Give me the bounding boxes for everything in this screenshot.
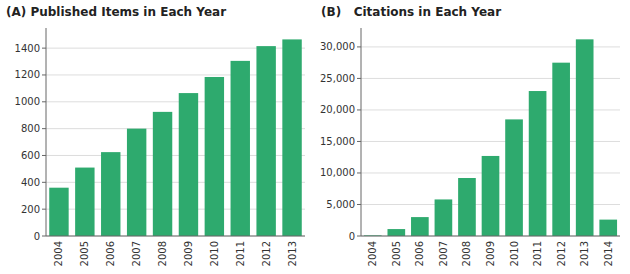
tick-mark xyxy=(357,236,361,237)
tick-mark xyxy=(357,172,361,173)
bar xyxy=(599,220,617,236)
category-label: 2012 xyxy=(261,241,272,266)
bar xyxy=(435,199,453,236)
tick-mark xyxy=(357,46,361,47)
tick-label: 0 xyxy=(349,231,355,242)
tick-mark xyxy=(357,78,361,79)
bar xyxy=(282,39,301,236)
bar xyxy=(411,217,429,236)
x-axis-line xyxy=(361,236,620,237)
tick-label: 400 xyxy=(21,177,40,188)
bar xyxy=(529,91,547,236)
grid-line xyxy=(361,236,620,237)
tick-mark xyxy=(42,101,46,102)
bar xyxy=(49,188,68,236)
panel: (B) Citations in Each Year 0 5,000 10,000 15… xyxy=(320,5,620,266)
tick-mark xyxy=(42,155,46,156)
category-label: 2009 xyxy=(485,241,496,266)
bar xyxy=(75,168,94,236)
panel: (A) Published Items in Each Year 0 200 400 6… xyxy=(6,5,305,266)
category-label: 2010 xyxy=(209,241,220,266)
category-label: 2010 xyxy=(509,241,520,266)
category-label: 2012 xyxy=(556,241,567,266)
tick-label: 1000 xyxy=(15,96,40,107)
bar xyxy=(458,178,476,236)
bars xyxy=(49,39,302,236)
tick-label: 1400 xyxy=(15,43,40,54)
category-label: 2009 xyxy=(183,241,194,266)
grid-line xyxy=(46,236,305,237)
category-label: 2013 xyxy=(287,241,298,266)
tick-label: 10,000 xyxy=(320,167,355,178)
category-label: 2006 xyxy=(414,241,425,266)
category-label: 2004 xyxy=(367,241,378,266)
bar xyxy=(101,152,120,236)
x-axis-line xyxy=(46,236,305,237)
tick-mark xyxy=(42,74,46,75)
tick-mark xyxy=(357,141,361,142)
category-label: 2005 xyxy=(79,241,90,266)
tick-label: 5,000 xyxy=(326,199,355,210)
y-axis-line xyxy=(361,28,362,236)
bar xyxy=(576,39,594,236)
tick-mark xyxy=(357,109,361,110)
bar xyxy=(127,129,146,236)
figure: (A) Published Items in Each Year 0 200 400 6… xyxy=(0,0,630,274)
tick-label: 1200 xyxy=(15,69,40,80)
tick-label: 800 xyxy=(21,123,40,134)
category-label: 2008 xyxy=(157,241,168,266)
bar xyxy=(179,93,198,236)
bar xyxy=(205,77,224,236)
category-label: 2007 xyxy=(131,241,142,266)
tick-label: 15,000 xyxy=(320,136,355,147)
bar xyxy=(505,119,523,236)
y-axis-line xyxy=(46,28,47,236)
bar xyxy=(256,46,275,236)
bar xyxy=(153,112,172,236)
category-label: 2013 xyxy=(579,241,590,266)
title: (A) Published Items in Each Year xyxy=(6,5,226,19)
tick-mark xyxy=(42,236,46,237)
tick-label: 200 xyxy=(21,204,40,215)
tick-label: 600 xyxy=(21,150,40,161)
title: (B) Citations in Each Year xyxy=(321,5,501,19)
tick-mark xyxy=(357,204,361,205)
category-label: 2011 xyxy=(532,241,543,266)
tick-mark xyxy=(42,182,46,183)
category-label: 2011 xyxy=(235,241,246,266)
category-label: 2014 xyxy=(603,241,614,266)
tick-label: 25,000 xyxy=(320,73,355,84)
tick-mark xyxy=(42,209,46,210)
category-label: 2006 xyxy=(105,241,116,266)
category-label: 2004 xyxy=(53,241,64,266)
category-label: 2008 xyxy=(461,241,472,266)
tick-label: 0 xyxy=(34,231,40,242)
tick-mark xyxy=(42,48,46,49)
bar xyxy=(552,63,570,236)
bar xyxy=(231,61,250,236)
category-label: 2007 xyxy=(438,241,449,266)
tick-mark xyxy=(42,128,46,129)
tick-label: 20,000 xyxy=(320,104,355,115)
tick-label: 30,000 xyxy=(320,41,355,52)
category-label: 2005 xyxy=(391,241,402,266)
bar xyxy=(387,229,405,236)
bars xyxy=(364,39,617,236)
bar xyxy=(482,156,500,236)
